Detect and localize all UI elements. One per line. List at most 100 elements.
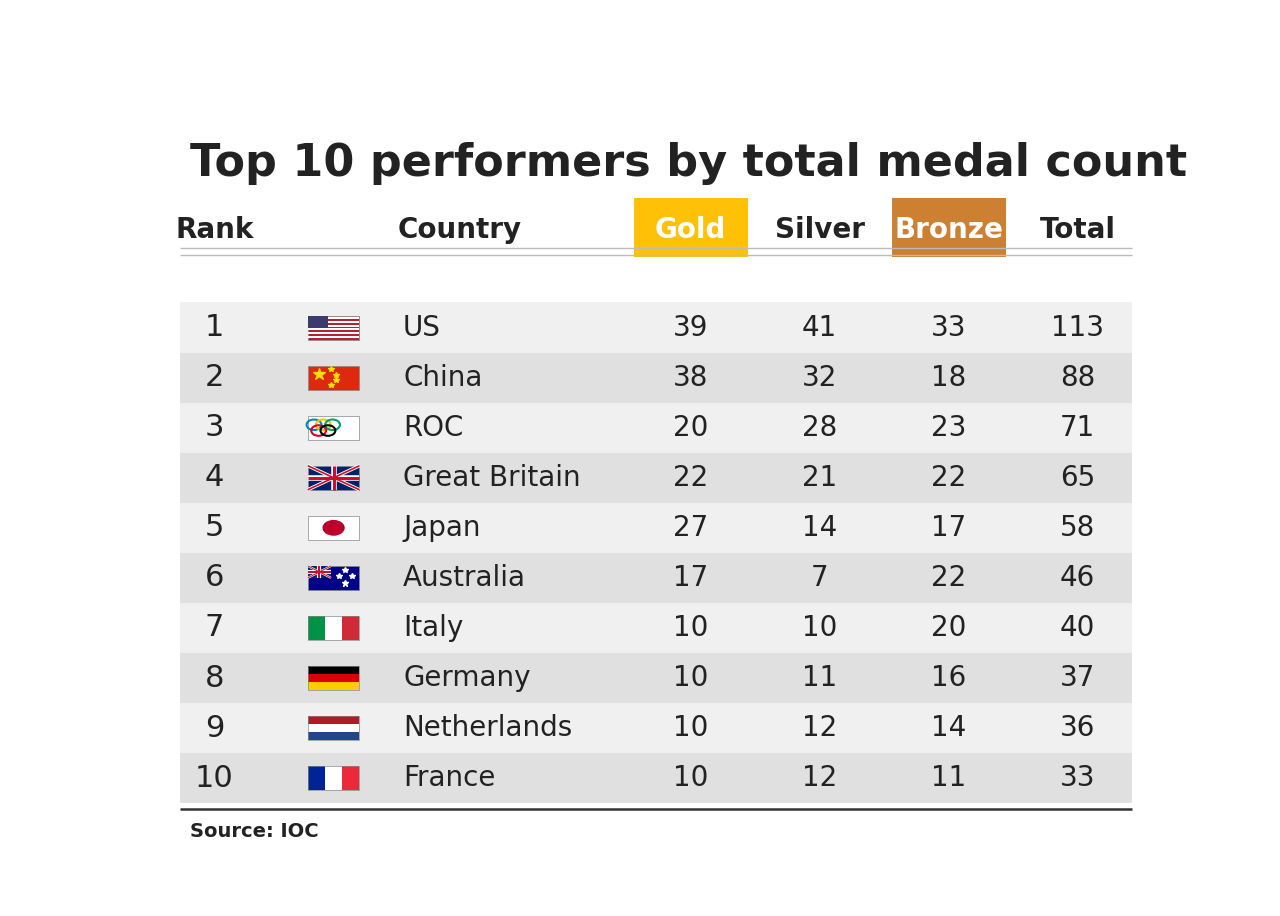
Text: 2: 2	[205, 363, 224, 392]
Text: 3: 3	[205, 413, 224, 442]
FancyBboxPatch shape	[307, 336, 360, 338]
Text: 58: 58	[1060, 514, 1096, 542]
FancyBboxPatch shape	[179, 603, 1132, 653]
Text: 11: 11	[931, 764, 966, 792]
Text: 6: 6	[205, 563, 224, 593]
Text: Netherlands: Netherlands	[403, 714, 572, 742]
Text: China: China	[403, 364, 483, 391]
Text: 22: 22	[673, 463, 708, 492]
FancyBboxPatch shape	[1111, 820, 1137, 851]
Text: 10: 10	[673, 614, 708, 642]
Text: 27: 27	[673, 514, 708, 542]
Text: 17: 17	[931, 514, 966, 542]
FancyBboxPatch shape	[307, 365, 360, 389]
FancyBboxPatch shape	[179, 403, 1132, 453]
FancyBboxPatch shape	[179, 302, 1132, 353]
Text: 21: 21	[803, 463, 837, 492]
FancyBboxPatch shape	[307, 325, 360, 327]
Text: Source: IOC: Source: IOC	[189, 822, 319, 841]
FancyBboxPatch shape	[307, 674, 360, 682]
FancyBboxPatch shape	[1082, 820, 1107, 851]
FancyBboxPatch shape	[307, 321, 360, 323]
Text: 20: 20	[931, 614, 966, 642]
FancyBboxPatch shape	[342, 766, 360, 791]
FancyBboxPatch shape	[179, 703, 1132, 753]
FancyBboxPatch shape	[179, 553, 1132, 603]
Text: 33: 33	[1060, 764, 1096, 792]
Text: 40: 40	[1060, 614, 1096, 642]
FancyBboxPatch shape	[307, 315, 360, 340]
Text: 10: 10	[673, 764, 708, 792]
FancyBboxPatch shape	[307, 716, 360, 725]
Text: 11: 11	[803, 664, 837, 692]
Text: 8: 8	[205, 663, 224, 692]
FancyBboxPatch shape	[307, 566, 360, 590]
FancyBboxPatch shape	[179, 753, 1132, 803]
Text: 22: 22	[931, 564, 966, 592]
Text: 17: 17	[673, 564, 708, 592]
FancyBboxPatch shape	[307, 516, 360, 540]
FancyBboxPatch shape	[307, 566, 332, 578]
Text: Rank: Rank	[175, 216, 253, 244]
Text: 46: 46	[1060, 564, 1096, 592]
Text: 65: 65	[1060, 463, 1096, 492]
Text: B: B	[1087, 825, 1102, 845]
Text: 113: 113	[1051, 313, 1105, 342]
FancyBboxPatch shape	[307, 317, 360, 319]
Text: Bronze: Bronze	[895, 216, 1004, 244]
FancyBboxPatch shape	[307, 616, 325, 640]
FancyBboxPatch shape	[179, 503, 1132, 553]
Text: 12: 12	[803, 764, 837, 792]
Text: 14: 14	[931, 714, 966, 742]
FancyBboxPatch shape	[179, 453, 1132, 503]
FancyBboxPatch shape	[307, 315, 329, 329]
Text: Italy: Italy	[403, 614, 463, 642]
Text: Japan: Japan	[403, 514, 480, 542]
FancyBboxPatch shape	[307, 333, 360, 334]
FancyBboxPatch shape	[307, 732, 360, 740]
Text: 9: 9	[205, 714, 224, 743]
Text: Silver: Silver	[774, 216, 865, 244]
FancyBboxPatch shape	[634, 198, 748, 256]
FancyBboxPatch shape	[307, 329, 360, 331]
Text: 16: 16	[931, 664, 966, 692]
FancyBboxPatch shape	[179, 653, 1132, 703]
Text: Germany: Germany	[403, 664, 530, 692]
Text: Top 10 performers by total medal count: Top 10 performers by total medal count	[189, 142, 1187, 185]
Text: 5: 5	[205, 513, 224, 542]
Text: 1: 1	[205, 313, 224, 342]
Text: 41: 41	[803, 313, 837, 342]
Text: Total: Total	[1039, 216, 1116, 244]
FancyBboxPatch shape	[179, 353, 1132, 403]
Text: Country: Country	[398, 216, 522, 244]
Text: 38: 38	[673, 364, 708, 391]
Text: 39: 39	[673, 313, 708, 342]
Text: France: France	[403, 764, 495, 792]
Text: 18: 18	[931, 364, 966, 391]
Text: 14: 14	[803, 514, 837, 542]
Text: 20: 20	[673, 414, 708, 442]
FancyBboxPatch shape	[325, 766, 342, 791]
Text: Great Britain: Great Britain	[403, 463, 581, 492]
Text: US: US	[403, 313, 440, 342]
FancyBboxPatch shape	[307, 682, 360, 690]
Text: 12: 12	[803, 714, 837, 742]
FancyBboxPatch shape	[307, 416, 360, 440]
FancyBboxPatch shape	[307, 766, 325, 791]
Text: 37: 37	[1060, 664, 1096, 692]
FancyBboxPatch shape	[325, 616, 342, 640]
Text: 10: 10	[673, 714, 708, 742]
Text: Australia: Australia	[403, 564, 526, 592]
Text: B: B	[1057, 825, 1073, 845]
FancyBboxPatch shape	[307, 725, 360, 732]
Text: ROC: ROC	[403, 414, 463, 442]
Text: 10: 10	[673, 664, 708, 692]
Text: 23: 23	[931, 414, 966, 442]
Text: 71: 71	[1060, 414, 1096, 442]
Text: 10: 10	[803, 614, 837, 642]
FancyBboxPatch shape	[307, 666, 360, 674]
Text: 10: 10	[195, 764, 234, 792]
Text: 4: 4	[205, 463, 224, 492]
Circle shape	[323, 520, 344, 536]
FancyBboxPatch shape	[307, 465, 360, 490]
